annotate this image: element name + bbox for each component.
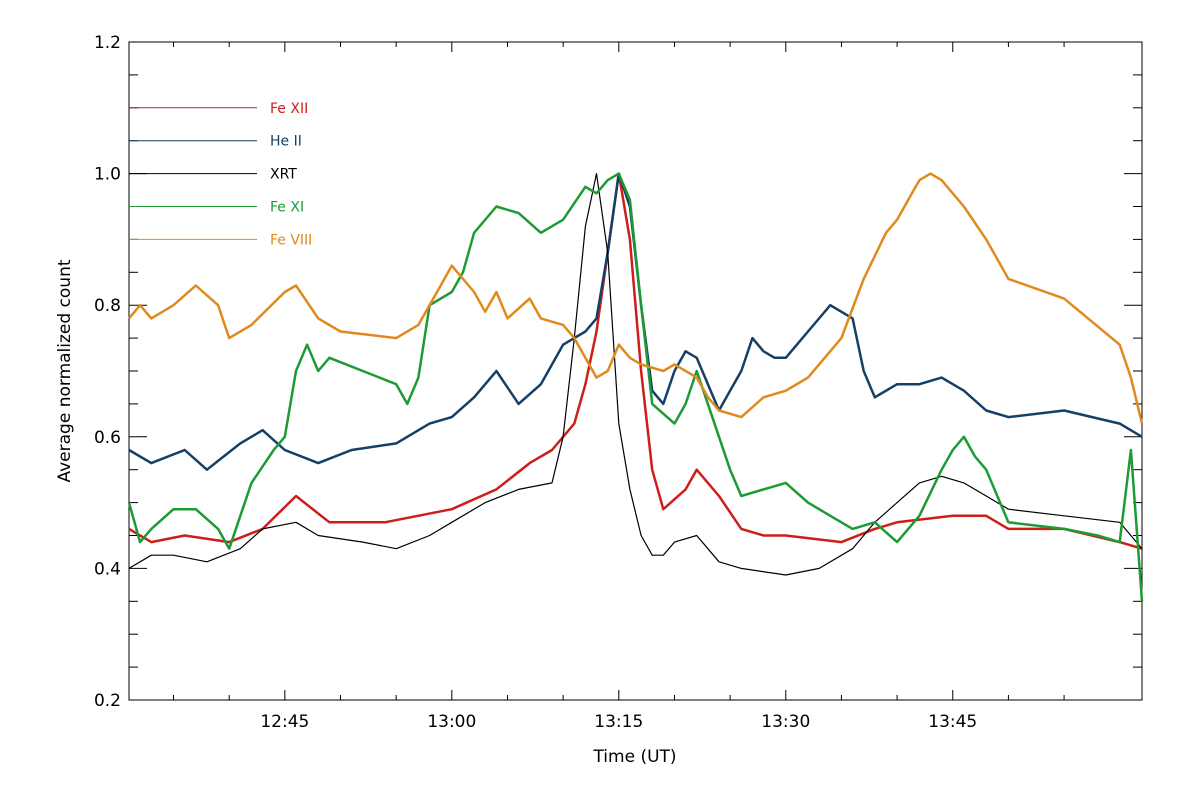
y-tick-label: 0.8 [94, 296, 121, 316]
y-tick-label: 1.0 [94, 165, 121, 185]
legend: Fe XII He II XRT Fe XI Fe VIII [129, 101, 312, 248]
series-line-he-ii [128, 172, 1143, 471]
series-line-fe-xi [127, 172, 1144, 602]
x-tick-label: 13:45 [928, 712, 977, 732]
x-axis-label: Time (UT) [592, 747, 676, 767]
x-tick-label: 13:00 [427, 712, 476, 732]
legend-label-xrt: XRT [270, 167, 297, 183]
series-line-fe-xii [128, 172, 1143, 550]
y-axis-label: Average normalized count [55, 259, 75, 482]
y-tick-label: 0.2 [94, 691, 121, 711]
legend-label-fe-xii: Fe XII [270, 101, 308, 117]
x-tick-label: 13:15 [594, 712, 643, 732]
y-tick-label: 1.2 [94, 33, 121, 53]
legend-label-fe-xi: Fe XI [270, 200, 304, 216]
tick-labels: 0.2 0.4 0.6 0.8 1.0 1.2 12:45 13:00 13:15 13:30 13… [94, 33, 977, 732]
legend-label-he-ii: He II [270, 134, 302, 150]
series-group [127, 172, 1144, 602]
y-tick-label: 0.4 [94, 559, 121, 579]
series-line-xrt [128, 173, 1143, 576]
x-tick-label: 13:30 [761, 712, 810, 732]
y-tick-label: 0.6 [94, 428, 121, 448]
legend-label-fe-viii: Fe VIII [270, 232, 312, 248]
series-line-fe-viii [128, 172, 1144, 424]
x-tick-label: 12:45 [260, 712, 309, 732]
